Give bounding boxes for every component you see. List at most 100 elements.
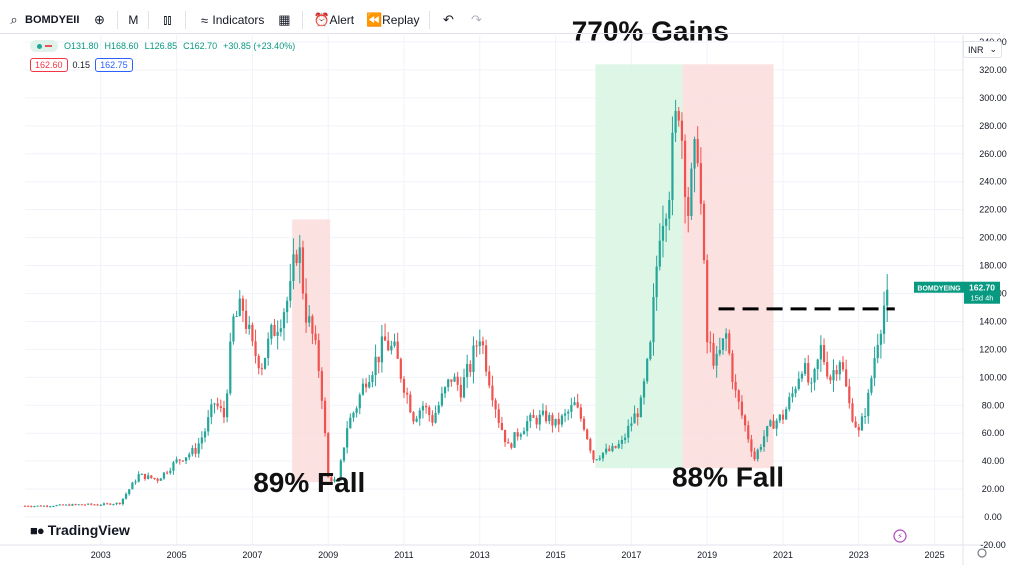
y-tick-label: 280.00	[979, 121, 1007, 131]
candle-body	[797, 378, 800, 389]
layouts-button[interactable]: ▦	[270, 7, 298, 33]
candle-body	[822, 345, 826, 363]
candle-body	[58, 504, 61, 506]
candle-body	[873, 358, 876, 379]
candle-body	[453, 376, 456, 382]
x-tick-label: 2019	[697, 550, 717, 560]
candle-body	[46, 505, 49, 507]
candle-body	[399, 358, 402, 379]
candle-body	[860, 416, 864, 431]
annotation-label: 88% Fall	[672, 461, 784, 492]
candle-body	[238, 298, 241, 316]
minus-icon	[44, 45, 52, 47]
candle-body	[589, 439, 592, 451]
candle-body	[718, 349, 721, 354]
candle-body	[623, 437, 627, 440]
candle-body	[184, 457, 188, 462]
candle-body	[551, 415, 554, 426]
spread-value: 0.15	[72, 60, 91, 70]
candle-body	[80, 504, 83, 506]
redo-button[interactable]: ↷	[462, 7, 490, 33]
candle-body	[93, 504, 96, 506]
x-tick-label: 2023	[849, 550, 869, 560]
candle-body	[867, 392, 870, 417]
candle-body	[147, 475, 150, 479]
candle-body	[169, 470, 172, 473]
undo-button[interactable]: ↶	[434, 7, 462, 33]
candle-body	[592, 450, 595, 460]
candle-body	[191, 448, 194, 455]
y-tick-label: 0.00	[984, 512, 1002, 522]
grid-icon: ▦	[278, 12, 291, 27]
x-tick-label: 2005	[167, 550, 187, 560]
candle-body	[627, 425, 630, 438]
candle-body	[573, 402, 576, 406]
divider	[148, 11, 150, 29]
interval-button[interactable]: M	[122, 7, 144, 33]
candle-body	[314, 333, 317, 341]
candle-body	[263, 358, 267, 369]
candle-body	[270, 324, 273, 339]
candle-body	[879, 333, 882, 345]
candle-body	[390, 345, 393, 351]
replay-button[interactable]: ⏪ Replay	[360, 7, 425, 33]
candle-body	[267, 338, 270, 359]
candle-body	[819, 345, 822, 360]
candle-body	[614, 446, 617, 448]
alert-button[interactable]: ⏰ Alert	[307, 7, 360, 33]
visibility-toggle[interactable]	[30, 40, 58, 52]
x-tick-label: 2007	[242, 550, 262, 560]
candle-body	[232, 316, 235, 342]
y-tick-label: 240.00	[979, 177, 1007, 187]
candle-body	[361, 383, 365, 395]
candle-body	[364, 383, 368, 388]
candle-body	[71, 504, 74, 506]
candle-body	[649, 342, 652, 360]
candle-body	[646, 359, 649, 382]
candle-body	[769, 420, 772, 427]
candle-body	[150, 475, 153, 478]
candle-body	[586, 429, 589, 440]
x-tick-label: 2011	[394, 550, 413, 560]
candle-body	[813, 368, 816, 383]
y-tick-label: 120.00	[979, 344, 1007, 354]
buy-price-button[interactable]: 162.75	[95, 58, 133, 72]
candle-body	[781, 414, 785, 420]
candle-body	[466, 363, 469, 378]
y-tick-label: 100.00	[979, 372, 1007, 382]
candle-body	[424, 405, 428, 408]
candle-body	[620, 439, 624, 444]
indicators-button[interactable]: ≈ Indicators	[190, 7, 270, 33]
candle-body	[421, 405, 425, 411]
candle-body	[434, 412, 437, 423]
tradingview-logo[interactable]: ■● TradingView	[30, 522, 130, 538]
candle-body	[52, 506, 55, 508]
settings-icon	[977, 548, 987, 558]
chart-type-button[interactable]: ⫾⫾	[153, 7, 181, 33]
candle-body	[709, 342, 712, 344]
candle-body	[219, 406, 222, 408]
candle-body	[128, 489, 131, 494]
candle-body	[216, 403, 219, 407]
candle-body	[333, 479, 336, 482]
candle-body	[665, 218, 668, 226]
candle-body	[759, 446, 762, 450]
countdown-value: 15d 4h	[971, 294, 994, 303]
candle-body	[548, 415, 551, 422]
candle-body	[260, 368, 263, 370]
candle-body	[661, 225, 665, 241]
add-symbol-button[interactable]: ⊕	[85, 7, 113, 33]
tradingview-logo-icon: ■●	[30, 522, 45, 538]
candle-body	[734, 381, 737, 391]
symbol-search[interactable]: ⌕ BOMDYEII	[0, 7, 85, 33]
annotation-label: 89% Fall	[253, 467, 365, 498]
lightning-icon	[893, 529, 907, 543]
candle-body	[200, 437, 203, 444]
candle-body	[289, 281, 292, 301]
candle-body	[428, 407, 431, 416]
sell-price-button[interactable]: 162.60	[30, 58, 68, 72]
currency-select[interactable]: INR ⌄	[963, 41, 1003, 58]
candle-body	[630, 423, 633, 426]
candle-body	[140, 473, 143, 475]
